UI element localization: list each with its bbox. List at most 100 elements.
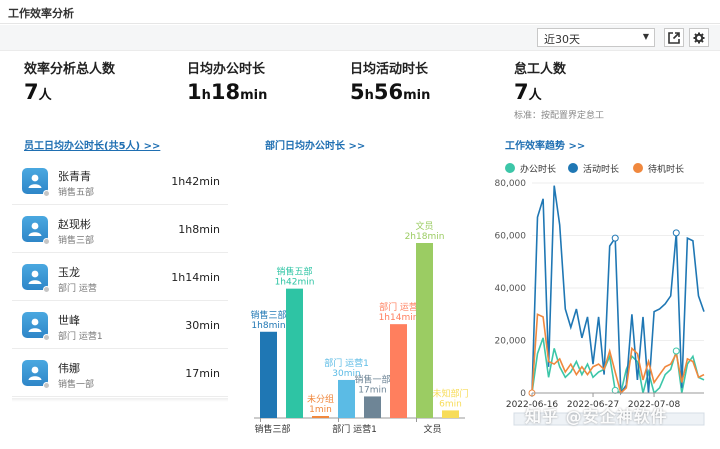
trend-section-link[interactable]: 工作效率趋势 >> [505,141,586,152]
bar-value-label: 1h42min [275,278,315,288]
employee-time: 1h14min [171,271,220,284]
employee-department: 部门 运营1 [58,332,103,342]
dept-bar[interactable] [312,416,329,418]
data-point[interactable] [611,234,619,242]
y-tick-label: 80,000 [495,179,527,189]
avatar [22,312,48,338]
bar-category-label: 文员 [415,220,433,232]
legend-label[interactable]: 活动时长 [583,163,619,175]
export-button[interactable] [664,28,684,47]
x-tick-label: 2022-06-27 [567,400,619,410]
user-icon [28,318,42,332]
bar-value-label: 2h18min [405,232,445,242]
bar-category-label: 销售三部 [250,309,286,321]
stat-value: 7人 [514,80,542,104]
employee-name: 张青青 [58,170,91,183]
x-tick-label: 部门 运营1 [332,423,377,435]
x-tick-label: 销售三部 [254,423,290,435]
data-point[interactable] [672,229,680,237]
y-tick-label: 0 [520,389,526,399]
dept-bar[interactable] [390,324,407,418]
user-icon [28,270,42,284]
employee-department: 销售三部 [58,236,95,246]
avatar [22,264,48,290]
stat-daily-office-time: 日均办公时长 1h18min [187,58,267,104]
bar-category-label: 部门 运营 [379,301,418,313]
employee-department: 部门 运营 [58,284,97,294]
series-line[interactable] [531,185,705,396]
dept-bar[interactable] [364,396,381,418]
user-icon [28,222,42,236]
trend-line-chart: 办公时长 活动时长 待机时长 80,000 60,000 40,000 20,000 0 202… [495,163,705,426]
status-dot [43,334,50,341]
list-divider [12,398,228,402]
bar-category-label: 未知部门 [432,387,468,399]
employee-row[interactable]: 赵现彬销售三部 1h8min [12,205,228,253]
zoom-slider[interactable] [513,412,705,426]
dept-bar[interactable] [416,243,433,418]
trend-chart: 办公时长 活动时长 待机时长 80,000 60,000 40,000 20,000 0 202… [488,150,720,445]
employee-name: 伟娜 [58,362,80,375]
status-dot [43,382,50,389]
dept-bar[interactable] [286,288,303,418]
employee-time: 30min [185,319,220,332]
stat-daily-active-time: 日均活动时长 5h56min [350,58,430,104]
legend-marker[interactable] [505,163,515,173]
stat-note: 标准：按配置界定怠工 [514,111,605,121]
employee-list: 张青青 销售五部 1h42min 赵现彬销售三部 1h8min 玉龙部门 运营 1h14mi… [12,157,228,397]
date-range-value: 近30天 [544,33,580,46]
employee-time: 1h42min [171,175,220,188]
dept-bar[interactable] [338,379,355,418]
employee-name: 玉龙 [58,266,80,279]
stat-label: 日均办公时长 [187,62,266,77]
x-tick-label: 文员 [423,423,441,435]
user-icon [28,366,42,380]
employee-time: 1h8min [178,223,220,236]
avatar [22,216,48,242]
avatar [22,360,48,386]
bar-category-label: 未分组 [307,393,334,405]
employee-row[interactable]: 玉龙部门 运营 1h14min [12,253,228,301]
settings-button[interactable] [689,28,709,47]
employee-row[interactable]: 世峰 部门 运营1 30min [12,301,228,349]
bar-value-label: 30min [332,369,360,379]
user-icon [28,174,42,188]
toolbar: 近30天 ▼ [0,25,720,51]
date-range-select[interactable]: 近30天 ▼ [537,28,655,47]
legend-label[interactable]: 待机时长 [648,163,684,175]
legend-label[interactable]: 办公时长 [520,163,556,175]
status-dot [43,190,50,197]
legend-marker[interactable] [633,163,643,173]
data-point[interactable] [611,386,619,394]
y-tick-label: 60,000 [495,232,527,242]
bar-value-label: 6min [439,399,462,409]
stat-value: 5h56min [350,80,431,104]
dept-bar[interactable] [260,331,277,418]
department-section-link[interactable]: 部门日均办公时长 >> [265,141,366,152]
bar-category-label: 销售一部 [354,373,390,385]
employee-department: 销售一部 [58,380,95,390]
employee-name: 赵现彬 [58,218,91,231]
legend-marker[interactable] [568,163,578,173]
data-point[interactable] [672,347,680,355]
employee-row[interactable]: 伟娜销售一部 17min [12,349,228,397]
stat-label: 效率分析总人数 [24,62,116,77]
employee-time: 17min [185,367,220,380]
avatar [22,168,48,194]
employee-section-link[interactable]: 员工日均办公时长(共5人) >> [24,141,161,152]
series-line[interactable] [531,313,705,395]
bar-value-label: 1min [309,405,332,415]
x-tick-label: 2022-07-08 [628,400,681,410]
stat-total-people: 效率分析总人数 7人 [24,58,115,104]
bar-category-label: 部门 运营1 [324,357,369,369]
employee-row[interactable]: 张青青 销售五部 1h42min [12,157,228,205]
export-icon [668,31,680,44]
y-tick-label: 20,000 [495,337,527,347]
bar-category-label: 销售五部 [276,266,312,278]
dept-bar[interactable] [442,410,459,418]
status-dot [43,286,50,293]
y-tick-label: 40,000 [495,284,527,294]
bar-value-label: 1h14min [379,313,419,323]
caret-down-icon: ▼ [642,32,649,41]
